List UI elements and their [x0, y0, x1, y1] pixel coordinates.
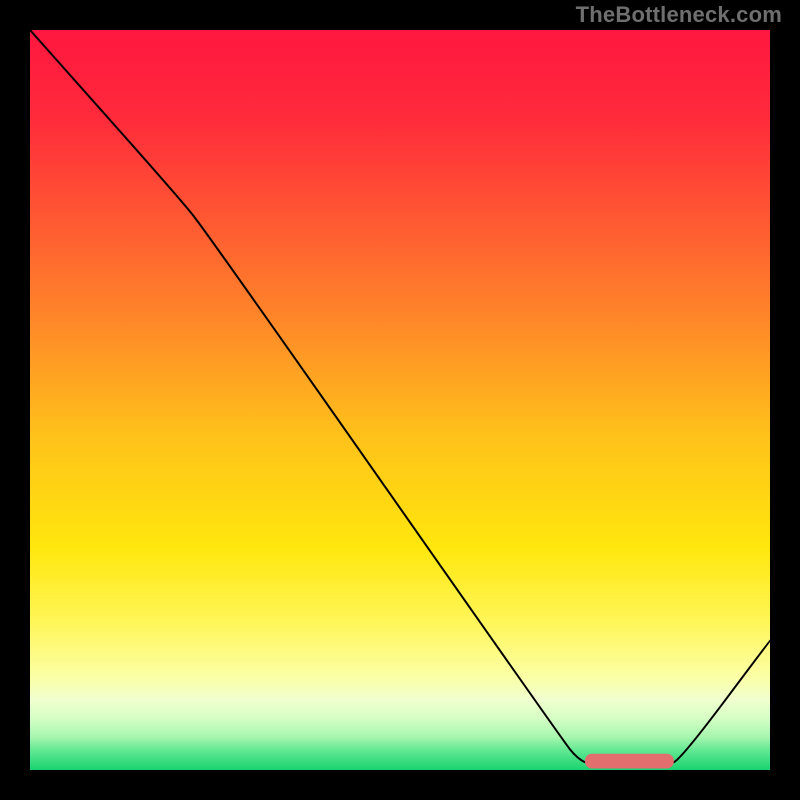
bottleneck-chart: TheBottleneck.com — [0, 0, 800, 800]
watermark-text: TheBottleneck.com — [576, 2, 782, 28]
optimal-marker — [585, 754, 674, 769]
chart-svg — [0, 0, 800, 800]
plot-area — [30, 30, 770, 770]
